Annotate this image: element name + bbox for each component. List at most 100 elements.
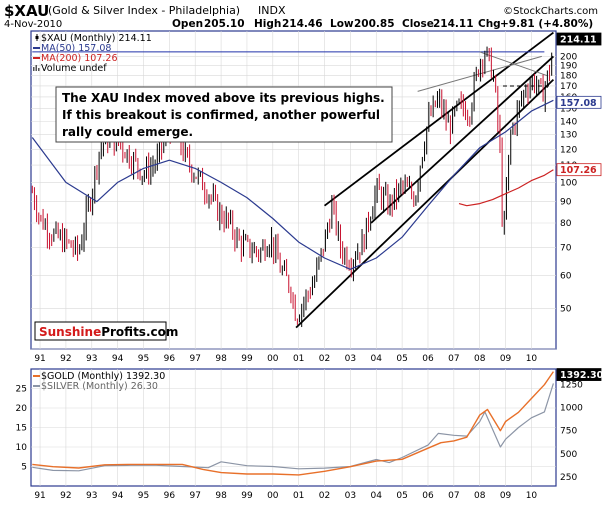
legend-item-ma200: MA(200) 107.26 — [33, 53, 118, 64]
price-x-tick-label: 92 — [60, 354, 71, 364]
price-y-tick-label: 70 — [560, 243, 572, 253]
metals-x-tick-label: 93 — [86, 491, 97, 501]
annotation-line-1: The XAU Index moved above its previous h… — [62, 91, 385, 105]
ma200-badge-box — [556, 163, 602, 177]
price-x-tick-label: 05 — [396, 354, 407, 364]
chg-label: Chg — [478, 18, 501, 30]
candle-icon — [35, 34, 39, 41]
price-y-tick-label: 50 — [560, 304, 572, 314]
low-label: Low — [330, 18, 354, 30]
price-legend: $XAU (Monthly) 214.11 MA(50) 157.08 MA(2… — [33, 33, 152, 74]
gold-y-tick-label: 250 — [560, 473, 577, 483]
chart-index-name: (Gold & Silver Index - Philadelphia) — [48, 4, 240, 17]
price-x-tick-label: 94 — [112, 354, 124, 364]
volume-icon — [33, 65, 40, 71]
silver-y-tick-label: 20 — [16, 404, 28, 414]
close-label: Close — [402, 18, 434, 30]
trendline-channel-middle — [370, 55, 555, 224]
open-label: Open — [172, 18, 203, 30]
ma200-badge-text: 107.26 — [560, 165, 597, 176]
gold-y-tick-label: 1250 — [560, 381, 583, 391]
metals-x-tick-label: 92 — [60, 491, 71, 501]
ma50-badge-box — [556, 95, 602, 109]
metals-x-tick-label: 07 — [448, 491, 459, 501]
legend-item-ma50: MA(50) 157.08 — [33, 43, 111, 54]
silver-y-tick-label: 25 — [16, 385, 27, 395]
gold-last-badge-box — [556, 368, 602, 381]
metals-x-tick-label: 01 — [293, 491, 304, 501]
silver-y-tick-label: 10 — [16, 443, 28, 453]
last-price-badge-box — [556, 32, 602, 46]
axis-badges: 214.11 157.08 107.26 1392.30 — [556, 32, 602, 381]
price-y-tick-label: 150 — [560, 105, 577, 115]
price-y-tick-label: 140 — [560, 117, 577, 127]
metals-x-tick-label: 97 — [189, 491, 200, 501]
low-value: 200.85 — [354, 18, 395, 30]
legend-label-xau: $XAU (Monthly) 214.11 — [41, 33, 152, 44]
ma50-line — [31, 99, 554, 270]
open-value: 205.10 — [204, 18, 245, 30]
price-y-tick-label: 120 — [560, 145, 577, 155]
price-y-tick-label: 90 — [560, 198, 572, 208]
high-value: 214.46 — [282, 18, 323, 30]
metals-x-tick-label: 09 — [500, 491, 512, 501]
gold-last-badge-text: 1392.30 — [560, 370, 602, 381]
stockcharts-watermark: ©StockCharts.com — [503, 6, 598, 17]
last-price-badge-text: 214.11 — [560, 35, 597, 46]
chart-date: 4-Nov-2010 — [4, 19, 62, 30]
ma200-line — [458, 169, 554, 207]
price-x-tick-label: 96 — [164, 354, 176, 364]
chart-symbol: $XAU — [4, 2, 49, 20]
price-x-tick-label: 09 — [500, 354, 512, 364]
silver-y-axis: 5 10 15 20 25 — [16, 385, 28, 473]
metals-x-tick-label: 96 — [164, 491, 176, 501]
metals-x-tick-label: 95 — [138, 491, 149, 501]
close-value: 214.11 — [433, 18, 474, 30]
price-gridlines — [31, 31, 556, 350]
trendline-channel-upper — [323, 31, 554, 207]
chart-exchange: INDX — [258, 4, 286, 17]
gold-y-tick-label: 500 — [560, 450, 577, 460]
price-y-axis: 5060708090100110120130140150160170180190… — [560, 52, 577, 314]
annotation-line-3: rally could emerge. — [62, 125, 193, 139]
price-x-tick-label: 91 — [34, 354, 45, 364]
price-x-tick-label: 00 — [267, 354, 279, 364]
silver-y-tick-label: 15 — [16, 424, 27, 434]
legend-label-gold: $GOLD (Monthly) 1392.30 — [41, 371, 165, 382]
metals-x-tick-label: 05 — [396, 491, 407, 501]
trendline-wedge-upper — [417, 55, 542, 92]
metals-x-tick-label: 98 — [215, 491, 227, 501]
high-label: High — [254, 18, 281, 30]
price-y-tick-label: 190 — [560, 62, 577, 72]
legend-item-xau: $XAU (Monthly) 214.11 — [35, 33, 152, 44]
price-x-tick-label: 97 — [189, 354, 200, 364]
metals-series — [32, 371, 554, 476]
price-x-axis: 91 92 93 94 95 96 97 98 99 00 01 02 03 04 05 06 07 08 09 10 — [34, 354, 537, 364]
price-y-tick-label: 130 — [560, 131, 577, 141]
metals-x-tick-label: 00 — [267, 491, 279, 501]
price-y-tick-label: 100 — [560, 178, 577, 188]
price-x-tick-label: 02 — [319, 354, 330, 364]
metals-x-axis: 91 92 93 94 95 96 97 98 99 00 01 02 03 04 05 06 07 08 09 10 — [34, 491, 537, 501]
metals-x-tick-label: 99 — [241, 491, 253, 501]
metals-x-tick-label: 10 — [526, 491, 538, 501]
metals-x-tick-label: 08 — [474, 491, 486, 501]
silver-line — [32, 383, 554, 472]
legend-label-ma50: MA(50) 157.08 — [41, 43, 111, 54]
gold-y-tick-label: 750 — [560, 427, 577, 437]
trendlines — [32, 31, 555, 329]
price-x-tick-label: 93 — [86, 354, 97, 364]
price-y-tick-label: 60 — [560, 271, 572, 281]
gold-y-tick-label: 1000 — [560, 404, 583, 414]
price-x-tick-label: 10 — [526, 354, 538, 364]
metals-x-tick-label: 06 — [422, 491, 434, 501]
chg-value: +9.81 (+4.80%) — [500, 18, 593, 30]
price-y-tick-label: 200 — [560, 52, 577, 62]
metals-x-tick-label: 91 — [34, 491, 45, 501]
metals-x-tick-label: 03 — [345, 491, 356, 501]
sunshine-profits-logo: SunshineProfits.com — [34, 321, 178, 341]
price-y-tick-label: 180 — [560, 72, 577, 82]
metals-legend: $GOLD (Monthly) 1392.30 $SILVER (Monthly… — [33, 371, 165, 392]
